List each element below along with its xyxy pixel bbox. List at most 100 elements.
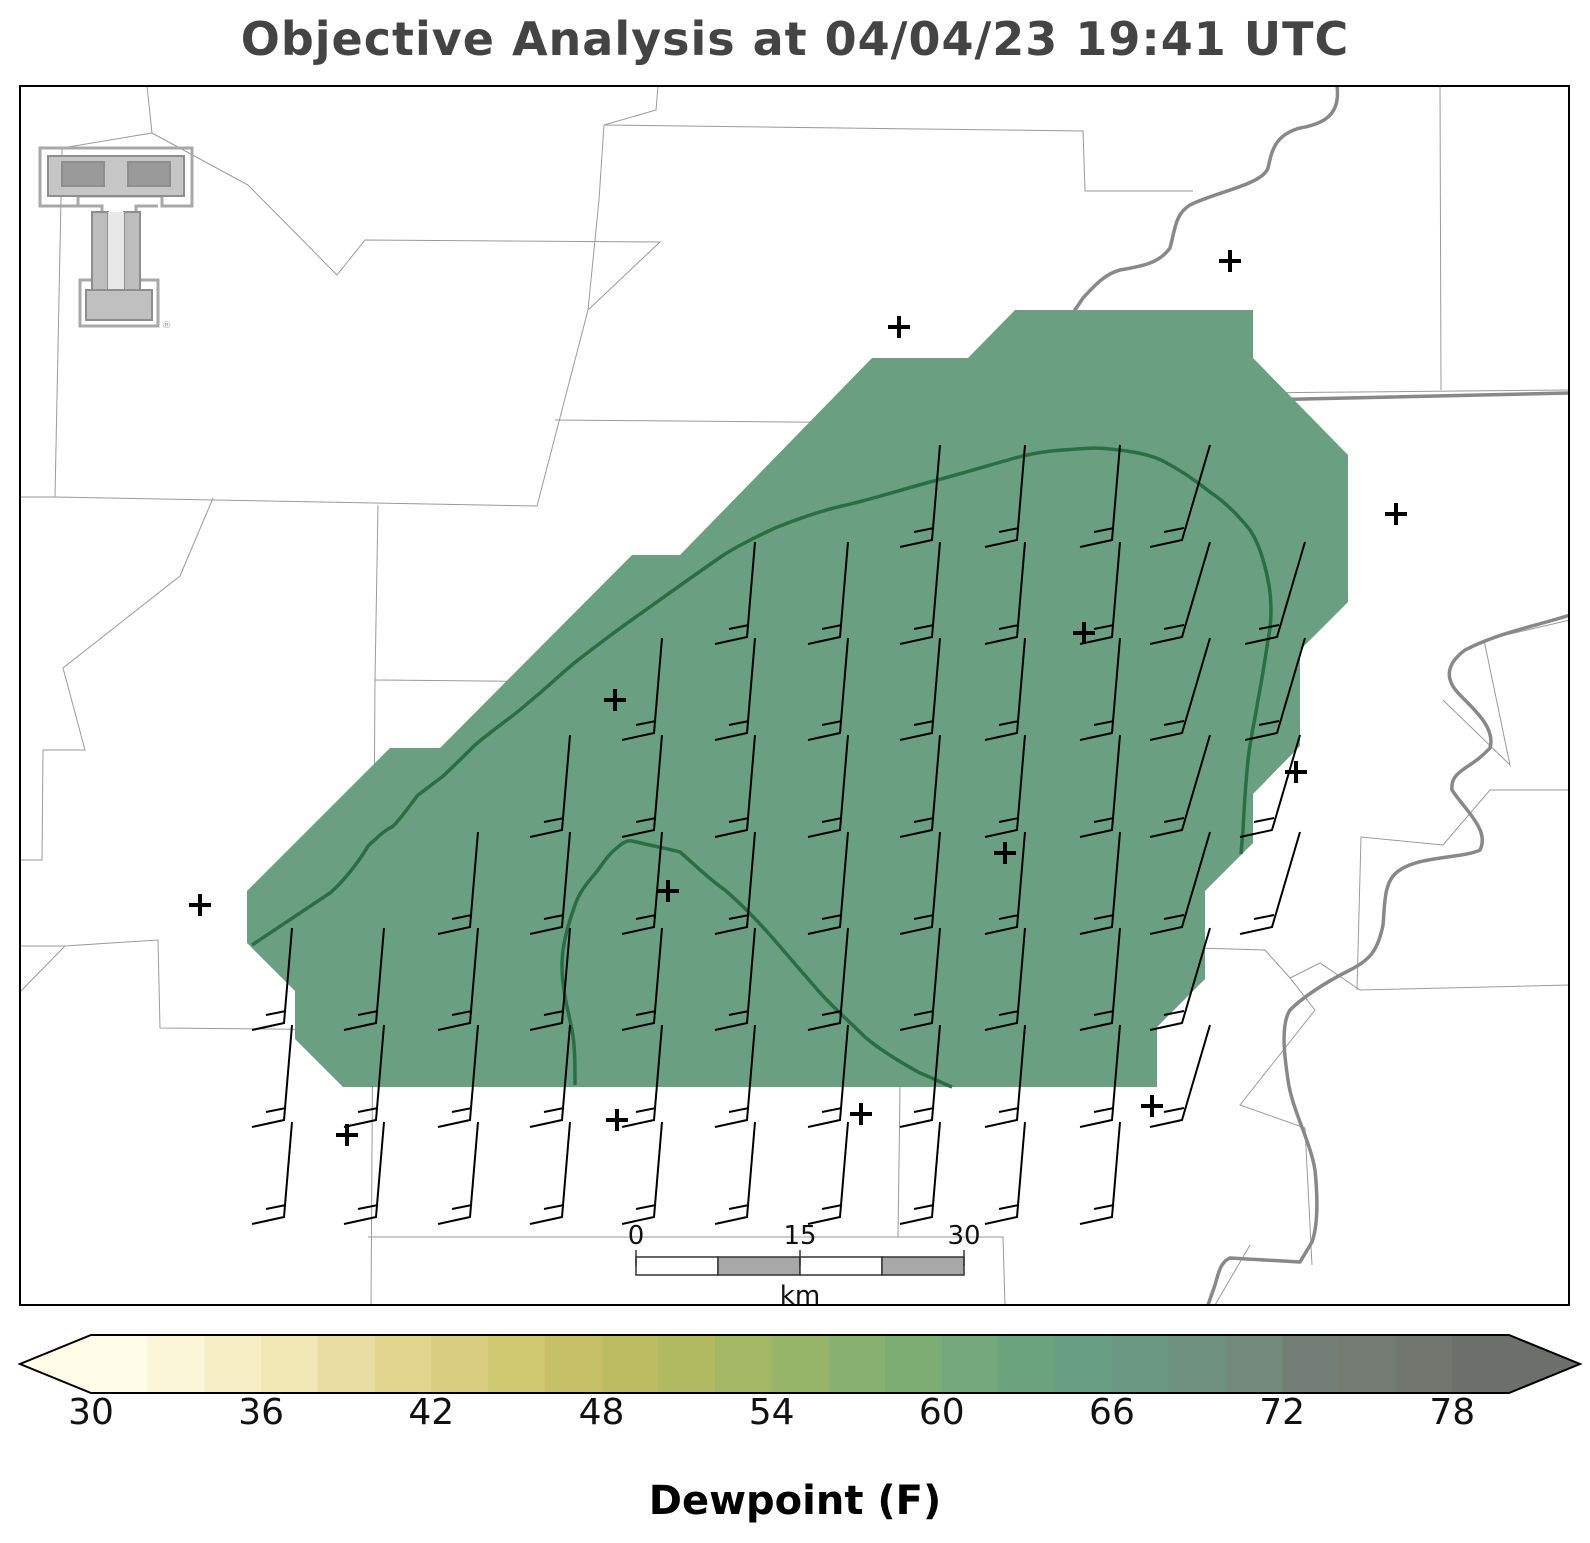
colorbar-cell [488, 1335, 546, 1393]
map-title: Objective Analysis at 04/04/23 19:41 UTC [240, 12, 1350, 66]
wind-barb [899, 927, 941, 1031]
plus-icon [1385, 503, 1407, 525]
colorbar-tick-label: 72 [1259, 1392, 1306, 1433]
colorbar-tick-label: 30 [68, 1392, 114, 1433]
wind-barb [1149, 637, 1211, 741]
wind-barb [1079, 1024, 1121, 1128]
wind-barb [343, 1121, 385, 1225]
wind-barb [899, 734, 941, 838]
wind-barb [899, 1024, 941, 1128]
colorbar-tick-labels: 30 36 42 48 54 60 66 72 78 [0, 1392, 1590, 1442]
colorbar-cell [1282, 1335, 1340, 1393]
wind-barb [807, 1024, 849, 1128]
colorbar-tick-label: 48 [578, 1392, 625, 1433]
colorbar-cell [374, 1335, 432, 1393]
wind-barb [1244, 637, 1306, 741]
wind-barb [437, 1121, 479, 1225]
wind-barb [1079, 541, 1121, 645]
wind-barb [1149, 444, 1211, 548]
wind-barb [807, 1121, 849, 1225]
wind-barb [984, 734, 1026, 838]
wind-barb [343, 1024, 385, 1128]
colorbar-cell [885, 1335, 943, 1393]
wind-barb [621, 734, 663, 838]
colorbar-over-arrow [1509, 1335, 1580, 1393]
wind-barb [1079, 831, 1121, 935]
wind-barb [714, 831, 756, 935]
wind-barb [621, 927, 663, 1031]
dewpoint-contour [560, 839, 953, 1089]
wind-barb [807, 927, 849, 1031]
texas-tech-double-t-logo: ® [38, 146, 194, 331]
wind-barbs [251, 444, 1306, 1225]
wind-barb [251, 927, 293, 1031]
dewpoint-analysis [247, 310, 1348, 1089]
wind-barb [807, 831, 849, 935]
wind-barb [1149, 831, 1211, 935]
wind-barb [1079, 444, 1121, 548]
wind-barb [984, 1024, 1026, 1128]
colorbar-cell [147, 1335, 206, 1393]
wind-barb [714, 1121, 756, 1225]
wind-barb [807, 734, 849, 838]
wind-barb [984, 927, 1026, 1031]
plus-icon [1285, 761, 1307, 783]
colorbar-cell [941, 1335, 1000, 1393]
colorbar [17, 1334, 1583, 1394]
wind-barb [899, 444, 941, 548]
wind-barb [1149, 1024, 1211, 1128]
wind-barb [1149, 927, 1211, 1031]
colorbar-cell [91, 1335, 149, 1393]
wind-barb [621, 831, 663, 935]
colorbar-tick-label: 60 [918, 1392, 965, 1433]
wind-barb [343, 927, 385, 1031]
colorbar-cell [1338, 1335, 1397, 1393]
colorbar-cell [431, 1335, 489, 1393]
wind-barb [1149, 734, 1211, 838]
wind-barb [899, 831, 941, 935]
wind-barb [529, 1024, 571, 1128]
wind-barb [529, 831, 571, 935]
station-markers [189, 250, 1407, 1146]
wind-barb [529, 927, 571, 1031]
colorbar-cell [204, 1335, 262, 1393]
plus-icon [1141, 1095, 1163, 1117]
scale-bar: 0 15 30 km [628, 1221, 981, 1305]
scale-tick-label: 0 [628, 1221, 645, 1251]
colorbar-label: Dewpoint (F) [648, 1478, 942, 1524]
scale-tick-label: 30 [947, 1221, 980, 1251]
colorbar-cell [714, 1335, 773, 1393]
wind-barb [437, 831, 479, 935]
colorbar-cell [998, 1335, 1056, 1393]
plus-icon [657, 880, 679, 902]
colorbar-cell [1225, 1335, 1283, 1393]
wind-barb [1079, 637, 1121, 741]
colorbar-tick-label: 66 [1089, 1392, 1135, 1433]
wind-barb [621, 1024, 663, 1128]
wind-barb [1239, 734, 1301, 838]
wind-barb [1079, 927, 1121, 1031]
wind-barb [714, 541, 756, 645]
colorbar-cell [1452, 1335, 1510, 1393]
colorbar-cell [317, 1335, 376, 1393]
wind-barb [1149, 541, 1211, 645]
wind-barb [899, 541, 941, 645]
plus-icon [606, 1109, 628, 1131]
dewpoint-fill-region [247, 310, 1348, 1087]
colorbar-tick-label: 36 [238, 1392, 285, 1433]
wind-barb [529, 734, 571, 838]
plus-icon [850, 1103, 872, 1125]
colorbar-cell [1168, 1335, 1226, 1393]
scale-tick-label: 15 [783, 1221, 816, 1251]
wind-barb [437, 1024, 479, 1128]
wind-barb [984, 831, 1026, 935]
colorbar-cell [828, 1335, 886, 1393]
colorbar-cell [261, 1335, 319, 1393]
plus-icon [604, 689, 626, 711]
wind-barb [1244, 541, 1306, 645]
wind-barb [807, 541, 849, 645]
colorbar-tick-label: 54 [748, 1392, 795, 1433]
wind-barb [1079, 734, 1121, 838]
plus-icon [994, 842, 1016, 864]
